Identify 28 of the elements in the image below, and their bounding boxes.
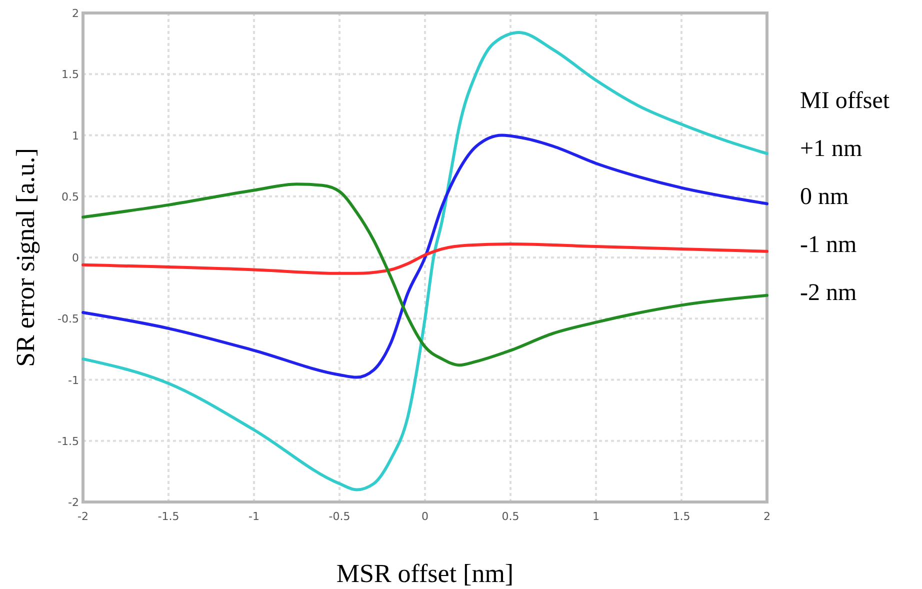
line-series [82, 182, 768, 367]
series-label: 0 nm [800, 184, 849, 210]
x-tick-label: -1.5 [158, 510, 180, 523]
y-tick-label: 0.5 [62, 190, 79, 204]
y-tick-label: -0.5 [58, 312, 79, 326]
line-series [82, 134, 768, 379]
y-tick-label: -2 [68, 496, 79, 509]
y-axis-title: SR error signal [a.u.] [11, 148, 40, 367]
legend-title: MI offset [800, 88, 890, 114]
series-label: -1 nm [800, 232, 857, 258]
y-tick-label: -1.5 [58, 434, 79, 448]
x-tick-label: 0.5 [502, 510, 520, 523]
y-tick-label: 0 [72, 252, 79, 264]
y-tick-label: 1 [72, 129, 79, 142]
x-tick-label: -0.5 [328, 510, 350, 523]
line-series [82, 242, 768, 275]
x-tick-label: 1 [592, 510, 600, 523]
series-label: +1 nm [800, 136, 863, 162]
series-label: -2 nm [800, 280, 857, 306]
x-tick-label: 0 [422, 510, 428, 523]
y-tick-label: 2 [72, 7, 79, 20]
y-tick-label: 1.5 [62, 68, 79, 82]
y-tick-label: -1 [68, 374, 79, 387]
line-series [82, 31, 768, 492]
x-tick-label: 1.5 [672, 510, 690, 523]
x-axis-title: MSR offset [nm] [336, 559, 514, 588]
x-tick-label: -1 [248, 510, 260, 523]
x-tick-label: 2 [764, 510, 770, 523]
